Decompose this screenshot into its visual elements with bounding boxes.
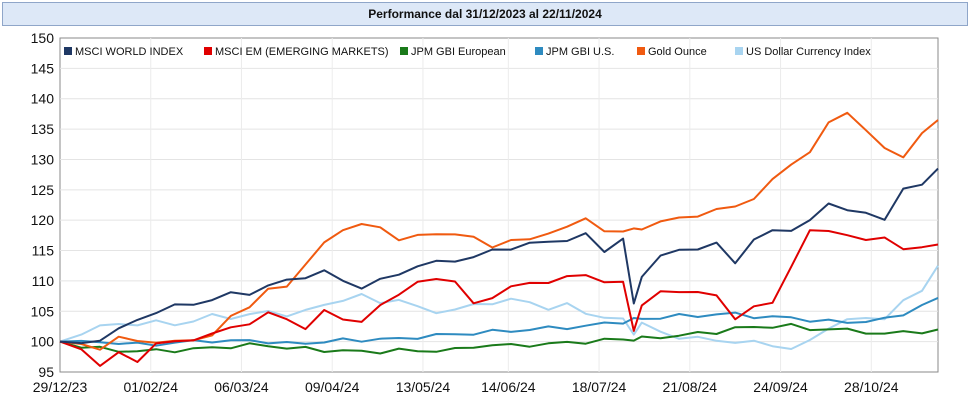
legend-swatch [400,47,408,55]
y-tick-label: 105 [31,303,55,319]
x-tick-label: 06/03/24 [214,379,269,395]
x-tick-label: 09/04/24 [305,379,360,395]
legend: MSCI WORLD INDEX MSCI EM (EMERGING MARKET… [64,46,871,58]
legend-label: Gold Ounce [648,46,707,58]
y-tick-label: 120 [31,212,55,228]
y-tick-label: 125 [31,182,55,198]
series-line-gold-ounce [59,111,939,351]
x-tick-label: 18/07/24 [572,379,627,395]
x-tick-label: 14/06/24 [481,379,536,395]
legend-swatch [64,47,72,55]
legend-label: MSCI WORLD INDEX [75,46,184,58]
x-tick-label: 28/10/24 [844,379,899,395]
legend-swatch [204,47,212,55]
legend-swatch [637,47,645,55]
y-tick-label: 150 [31,30,55,46]
y-tick-label: 135 [31,121,55,137]
y-tick-label: 95 [38,364,54,380]
series-line-msci-em-emerging-markets [59,229,939,367]
x-tick-label: 24/09/24 [753,379,808,395]
y-tick-label: 145 [31,60,55,76]
y-tick-label: 130 [31,151,55,167]
legend-label: JPM GBI U.S. [546,46,614,58]
series-line-msci-world-index [59,167,939,345]
grid [60,38,938,372]
legend-label: MSCI EM (EMERGING MARKETS) [215,46,389,58]
series-lines [59,111,939,367]
y-tick-label: 115 [32,243,55,259]
y-tick-label: 110 [32,273,55,289]
x-axis-ticks: 29/12/23 01/02/24 06/03/24 09/04/24 13/05/24… [33,379,899,395]
x-tick-label: 01/02/24 [123,379,178,395]
legend-swatch [735,47,743,55]
series-line-us-dollar-currency-index [59,265,939,350]
chart-title: Performance dal 31/12/2023 al 22/11/2024 [2,2,968,26]
y-tick-label: 100 [31,334,55,350]
y-tick-label: 140 [31,91,55,107]
series-line-jpm-gbi-european [59,322,939,355]
x-tick-label: 29/12/23 [33,379,88,395]
x-tick-label: 21/08/24 [663,379,718,395]
series-line-jpm-gbi-u-s [59,296,939,347]
legend-label: JPM GBI European [411,46,506,58]
x-tick-label: 13/05/24 [396,379,451,395]
y-axis-ticks: 95 100 105 110 115 120 125 130 135 140 145 150 [31,30,55,380]
legend-label: US Dollar Currency Index [746,46,871,58]
legend-swatch [535,47,543,55]
